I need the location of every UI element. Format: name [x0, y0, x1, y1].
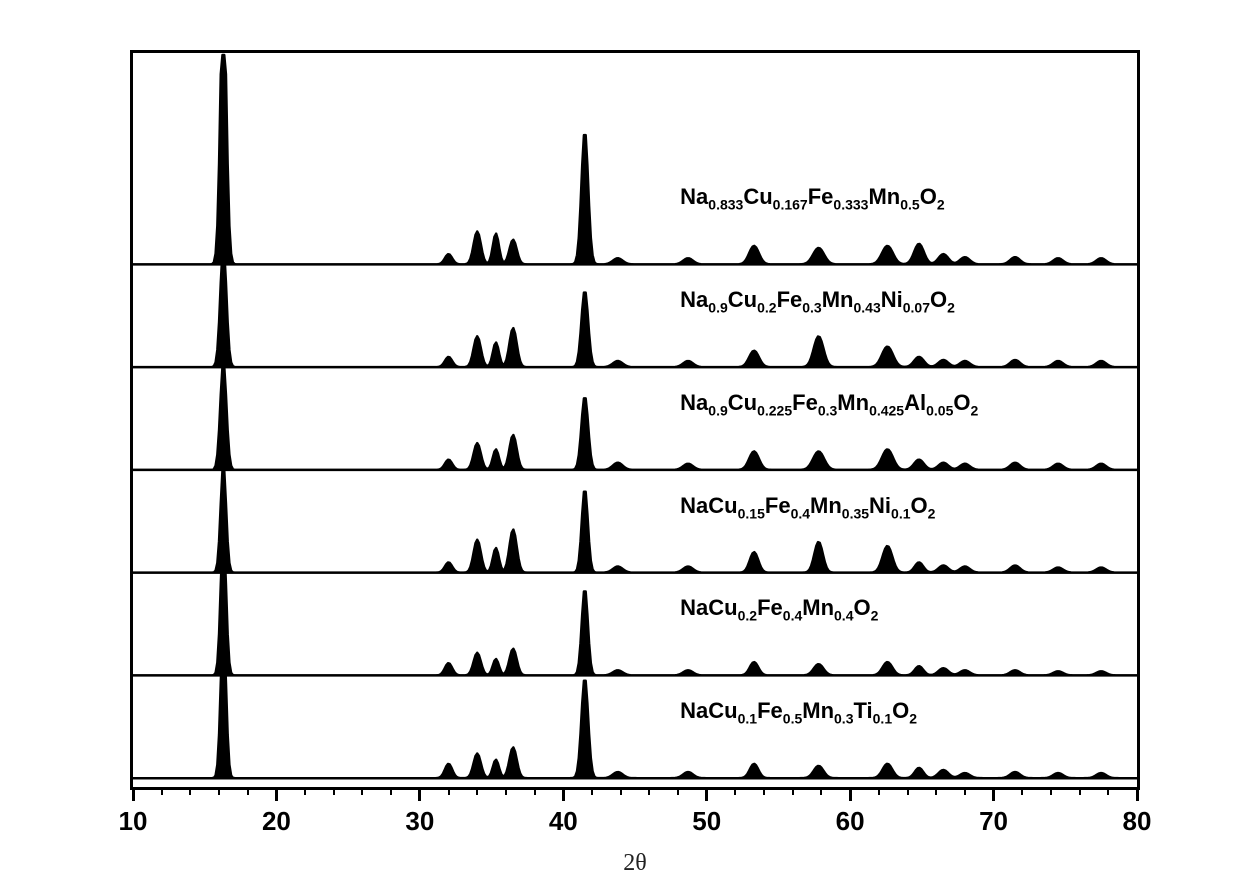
xrd-pattern-3: [133, 366, 1137, 470]
x-tick-minor: [620, 787, 622, 795]
series-label-3: Na0.9Cu0.225Fe0.3Mn0.425Al0.05O2: [680, 390, 978, 418]
x-axis-ticks: 1020304050607080: [130, 790, 1140, 820]
x-tick-minor: [935, 787, 937, 795]
x-tick-label: 50: [692, 806, 721, 837]
series-label-1: NaCu0.2Fe0.4Mn0.4O2: [680, 595, 878, 623]
x-tick-label: 30: [405, 806, 434, 837]
x-tick-minor: [218, 787, 220, 795]
xrd-pattern-1: [133, 540, 1137, 675]
x-tick-minor: [878, 787, 880, 795]
x-tick-major: [992, 787, 995, 801]
x-tick-minor: [333, 787, 335, 795]
series-label-5: Na0.833Cu0.167Fe0.333Mn0.5O2: [680, 184, 944, 212]
x-tick-major: [849, 787, 852, 801]
x-tick-label: 40: [549, 806, 578, 837]
x-tick-major: [418, 787, 421, 801]
x-tick-label: 70: [979, 806, 1008, 837]
x-tick-minor: [907, 787, 909, 795]
x-tick-minor: [1021, 787, 1023, 795]
x-tick-minor: [304, 787, 306, 795]
x-tick-minor: [1050, 787, 1052, 795]
xrd-pattern-5: [133, 55, 1137, 264]
x-tick-minor: [591, 787, 593, 795]
x-tick-major: [705, 787, 708, 801]
x-tick-major: [275, 787, 278, 801]
plot-area: NaCu0.1Fe0.5Mn0.3Ti0.1O2 NaCu0.2Fe0.4Mn0.…: [133, 53, 1137, 787]
xrd-pattern-4: [133, 251, 1137, 368]
x-tick-major: [562, 787, 565, 801]
xrd-pattern-0: [133, 636, 1137, 778]
xrd-pattern-2: [133, 470, 1137, 573]
x-tick-minor: [964, 787, 966, 795]
x-tick-minor: [476, 787, 478, 795]
x-tick-minor: [505, 787, 507, 795]
x-tick-major: [1136, 787, 1139, 801]
x-tick-minor: [1079, 787, 1081, 795]
x-tick-minor: [361, 787, 363, 795]
x-tick-minor: [448, 787, 450, 795]
series-label-0: NaCu0.1Fe0.5Mn0.3Ti0.1O2: [680, 698, 917, 726]
x-tick-label: 20: [262, 806, 291, 837]
x-tick-minor: [189, 787, 191, 795]
x-tick-minor: [390, 787, 392, 795]
x-tick-minor: [648, 787, 650, 795]
x-tick-minor: [820, 787, 822, 795]
series-label-4: Na0.9Cu0.2Fe0.3Mn0.43Ni0.07O2: [680, 287, 955, 315]
x-tick-minor: [534, 787, 536, 795]
x-tick-label: 80: [1123, 806, 1152, 837]
x-tick-minor: [792, 787, 794, 795]
x-tick-label: 10: [119, 806, 148, 837]
series-label-2: NaCu0.15Fe0.4Mn0.35Ni0.1O2: [680, 493, 935, 521]
x-tick-minor: [677, 787, 679, 795]
xrd-figure: NaCu0.1Fe0.5Mn0.3Ti0.1O2 NaCu0.2Fe0.4Mn0.…: [130, 50, 1140, 790]
x-tick-major: [132, 787, 135, 801]
x-tick-minor: [763, 787, 765, 795]
x-tick-minor: [161, 787, 163, 795]
x-tick-minor: [1107, 787, 1109, 795]
x-tick-minor: [734, 787, 736, 795]
x-tick-minor: [247, 787, 249, 795]
x-axis-label: 2θ: [623, 850, 647, 877]
x-tick-label: 60: [836, 806, 865, 837]
